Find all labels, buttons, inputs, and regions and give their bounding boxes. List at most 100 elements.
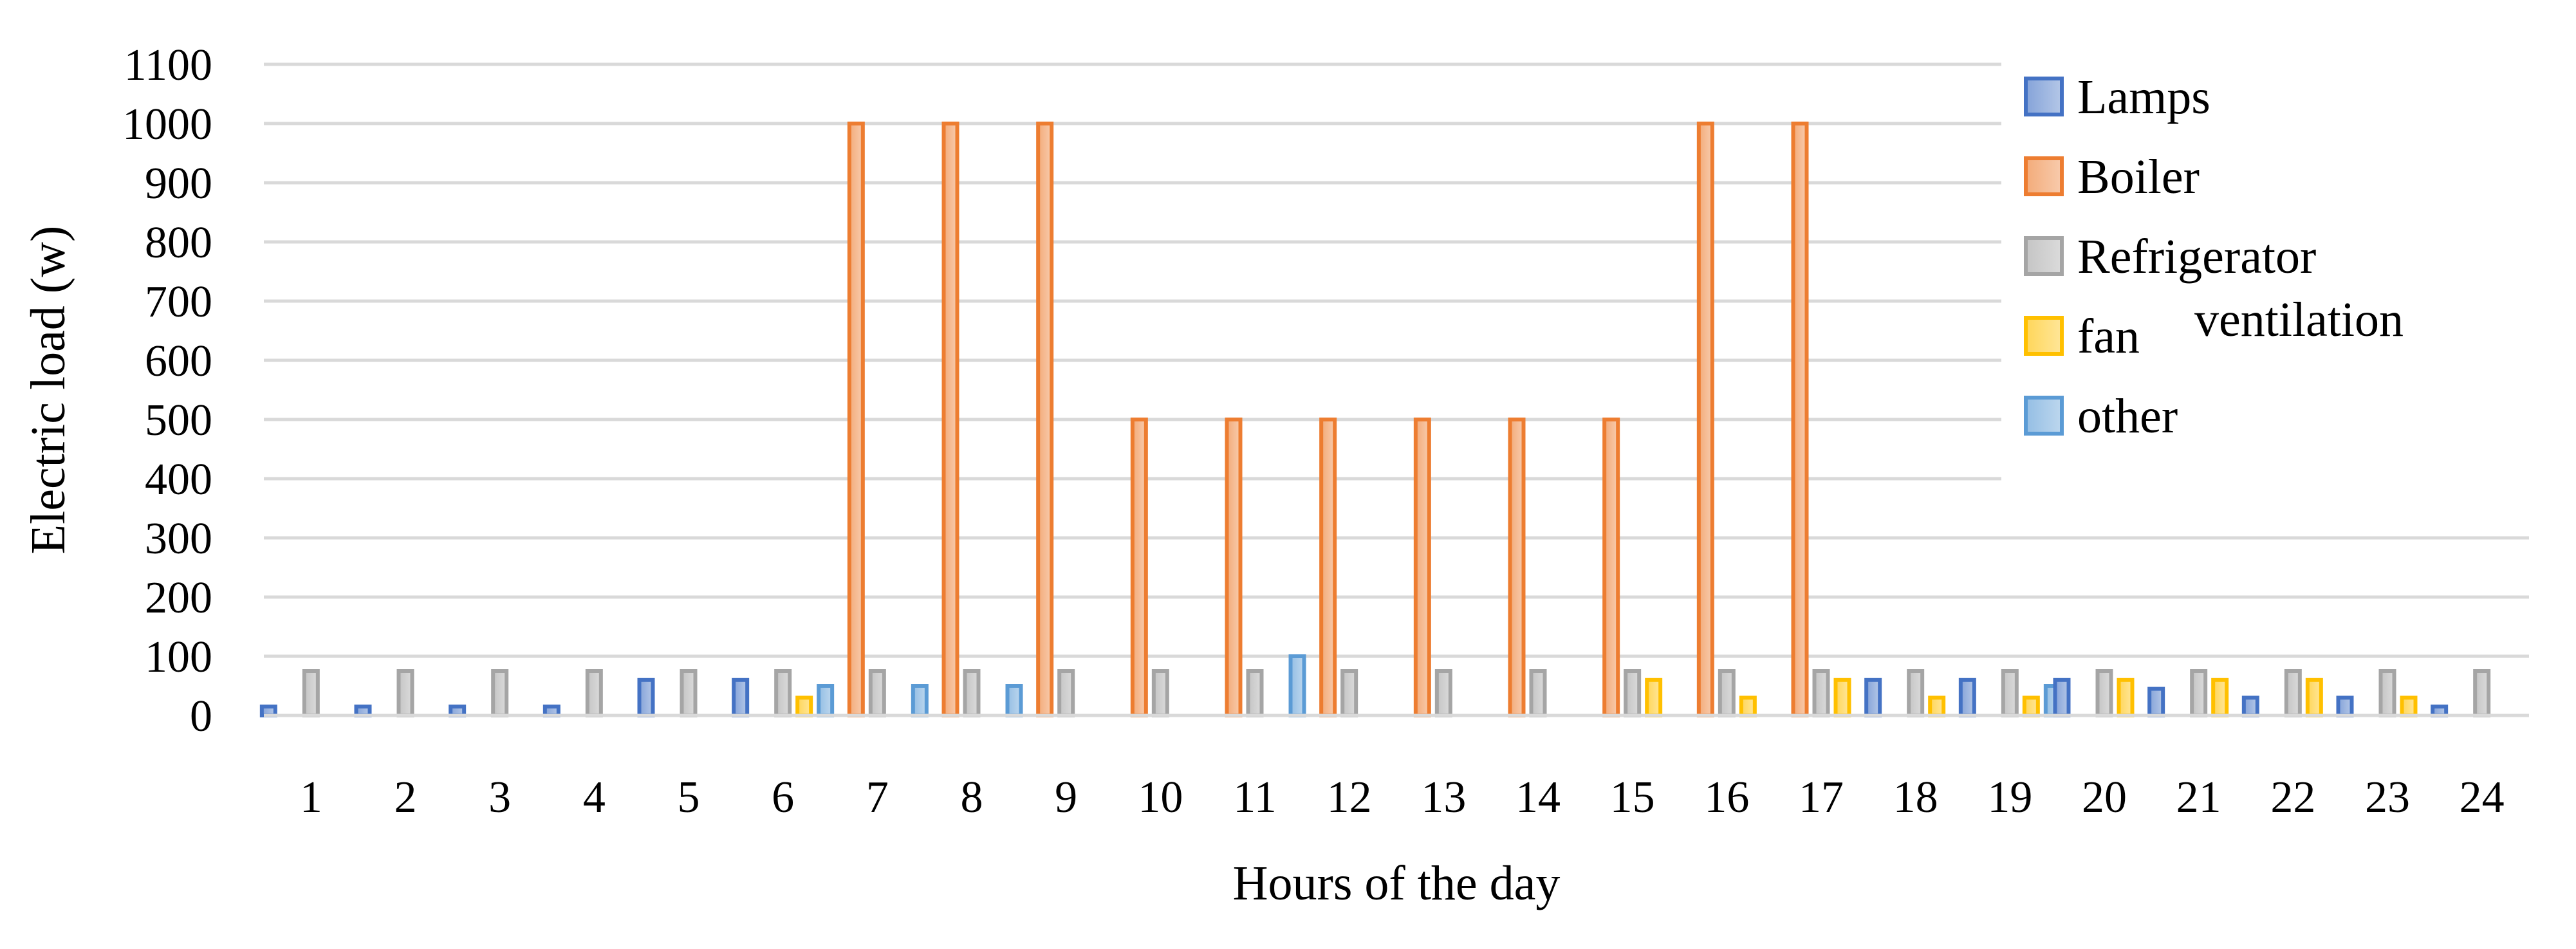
x-tick-label: 14 xyxy=(1515,773,1561,822)
bar-fan-21 xyxy=(2211,677,2229,718)
legend-swatch-refrigerator xyxy=(2024,236,2064,276)
bar-refrigerator-17 xyxy=(1812,669,1830,717)
x-axis-title: Hours of the day xyxy=(1233,856,1561,910)
x-tick-label: 12 xyxy=(1327,773,1372,822)
y-axis-title: Electric load (w) xyxy=(21,226,75,555)
bar-refrigerator-7 xyxy=(868,669,886,717)
bar-boiler-15 xyxy=(1602,418,1620,717)
y-tick-label: 700 xyxy=(145,277,212,327)
bar-lamps-23 xyxy=(2336,696,2354,718)
legend-swatch-lamps xyxy=(2024,77,2064,116)
bar-boiler-7 xyxy=(847,122,865,717)
x-tick-label: 9 xyxy=(1055,773,1077,822)
bar-refrigerator-21 xyxy=(2190,669,2208,717)
x-tick-label: 17 xyxy=(1799,773,1844,822)
x-tick-label: 22 xyxy=(2270,773,2315,822)
x-tick-label: 15 xyxy=(1610,773,1655,822)
bar-boiler-17 xyxy=(1791,122,1809,717)
bar-boiler-14 xyxy=(1508,418,1526,717)
bar-fan-16 xyxy=(1739,696,1757,718)
legend: Lamps Boiler Refrigerator fan other xyxy=(2001,57,2555,481)
x-tick-label: 5 xyxy=(678,773,700,822)
y-tick-label: 400 xyxy=(145,455,212,504)
x-tick-label: 21 xyxy=(2176,773,2221,822)
bar-refrigerator-13 xyxy=(1434,669,1452,717)
legend-label-fan: fan xyxy=(2077,309,2140,364)
x-tick-label: 11 xyxy=(1233,773,1276,822)
bar-refrigerator-12 xyxy=(1340,669,1358,717)
bar-refrigerator-24 xyxy=(2473,669,2491,717)
x-tick-label: 24 xyxy=(2460,773,2505,822)
bar-lamps-20 xyxy=(2053,677,2071,718)
y-tick-label: 1100 xyxy=(124,41,212,90)
bar-boiler-10 xyxy=(1130,418,1148,717)
x-tick-label: 1 xyxy=(300,773,322,822)
bar-other-8 xyxy=(1005,684,1023,717)
bar-boiler-9 xyxy=(1036,122,1054,717)
bar-fan-20 xyxy=(2117,677,2135,718)
bar-fan-22 xyxy=(2305,677,2323,718)
x-tick-label: 10 xyxy=(1138,773,1183,822)
x-tick-label: 3 xyxy=(488,773,511,822)
x-tick-label: 23 xyxy=(2365,773,2410,822)
y-axis-ticks: 0 100 200 300 400 500 600 700 800 900 1000 1100 xyxy=(122,41,212,741)
bar-other-7 xyxy=(911,684,929,717)
bar-fan-18 xyxy=(1928,696,1946,718)
bar-other-6 xyxy=(817,684,835,717)
bar-refrigerator-4 xyxy=(585,669,603,717)
x-tick-label: 16 xyxy=(1704,773,1749,822)
bar-refrigerator-1 xyxy=(302,669,320,717)
bar-fan-6 xyxy=(795,696,813,718)
bar-refrigerator-10 xyxy=(1151,669,1169,717)
bar-boiler-8 xyxy=(941,122,959,717)
x-tick-label: 7 xyxy=(866,773,889,822)
bar-refrigerator-8 xyxy=(963,669,981,717)
legend-extra-text: ventilation xyxy=(2194,293,2404,347)
bar-fan-19 xyxy=(2022,696,2040,718)
bar-fan-15 xyxy=(1645,677,1663,718)
bar-refrigerator-3 xyxy=(491,669,509,717)
bar-refrigerator-15 xyxy=(1624,669,1642,717)
bar-lamps-21 xyxy=(2147,686,2165,717)
bar-lamps-22 xyxy=(2241,696,2259,718)
legend-label-refrigerator: Refrigerator xyxy=(2077,230,2316,284)
bar-refrigerator-2 xyxy=(396,669,414,717)
y-tick-label: 500 xyxy=(145,396,212,445)
bar-boiler-12 xyxy=(1319,418,1337,717)
legend-label-other: other xyxy=(2077,389,2178,443)
bar-refrigerator-23 xyxy=(2378,669,2396,717)
x-axis-ticks: 1 2 3 4 5 6 7 8 9 10 11 12 13 14 15 16 17 18 19 20 21 22 23 24 xyxy=(300,773,2505,822)
legend-swatch-fan xyxy=(2024,316,2064,356)
y-tick-label: 300 xyxy=(145,514,212,564)
y-tick-label: 600 xyxy=(145,336,212,386)
bar-lamps-18 xyxy=(1864,677,1882,718)
y-tick-label: 100 xyxy=(145,632,212,682)
bar-refrigerator-19 xyxy=(2001,669,2019,717)
x-tick-label: 4 xyxy=(583,773,606,822)
x-tick-label: 19 xyxy=(1987,773,2032,822)
x-tick-label: 18 xyxy=(1893,773,1938,822)
x-tick-label: 20 xyxy=(2082,773,2127,822)
bar-refrigerator-20 xyxy=(2095,669,2113,717)
bar-refrigerator-9 xyxy=(1057,669,1075,717)
y-tick-label: 0 xyxy=(190,692,212,741)
bar-refrigerator-11 xyxy=(1246,669,1264,717)
bar-fan-23 xyxy=(2400,696,2418,718)
x-tick-label: 2 xyxy=(394,773,417,822)
bar-refrigerator-22 xyxy=(2284,669,2302,717)
x-tick-label: 6 xyxy=(772,773,794,822)
bar-refrigerator-14 xyxy=(1529,669,1547,717)
bar-boiler-11 xyxy=(1225,418,1243,717)
y-tick-label: 800 xyxy=(145,218,212,268)
y-tick-label: 1000 xyxy=(122,100,212,149)
bar-lamps-6 xyxy=(732,677,750,718)
bar-other-11 xyxy=(1288,654,1306,717)
bar-refrigerator-5 xyxy=(680,669,698,717)
bar-boiler-13 xyxy=(1413,418,1431,717)
y-tick-label: 900 xyxy=(145,159,212,208)
bar-refrigerator-18 xyxy=(1907,669,1925,717)
legend-background xyxy=(2001,57,2555,481)
bar-lamps-5 xyxy=(637,677,655,718)
x-tick-label: 8 xyxy=(961,773,983,822)
